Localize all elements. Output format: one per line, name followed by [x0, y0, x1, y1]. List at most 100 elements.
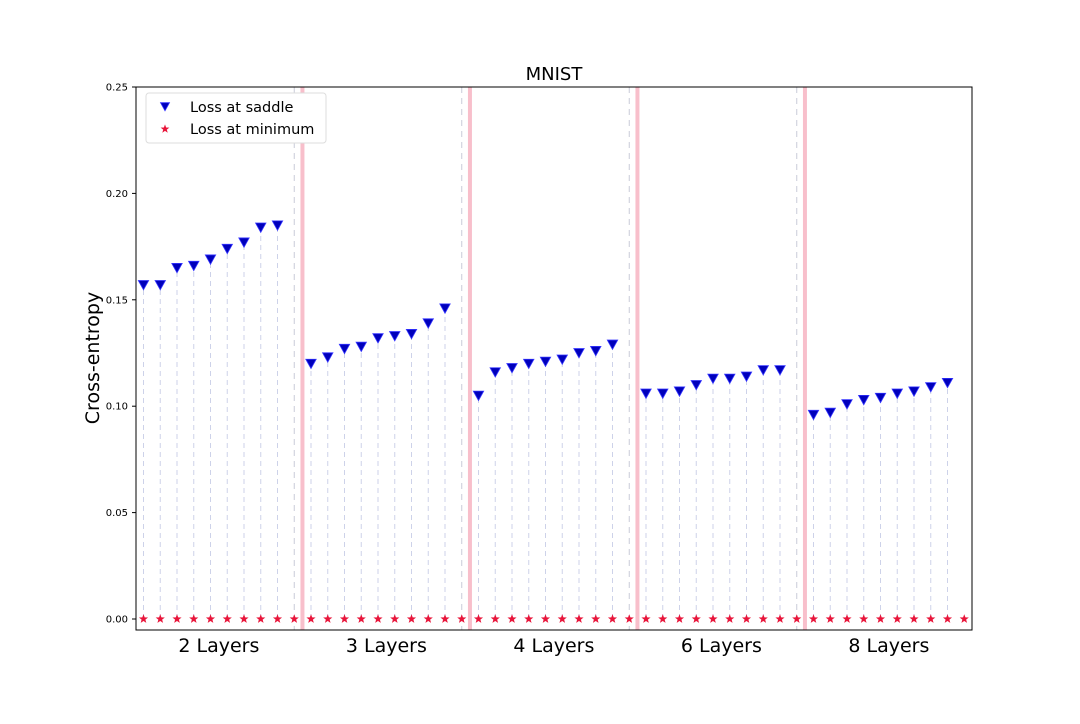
- legend-saddle-marker: [159, 102, 171, 112]
- minimum-point: [540, 614, 551, 623]
- minimum-point: [875, 614, 886, 623]
- saddle-point: [656, 388, 669, 400]
- saddle-point: [723, 373, 736, 385]
- legend-minimum-label: Loss at minimum: [190, 122, 314, 138]
- saddle-point: [221, 243, 234, 255]
- minimum-point: [775, 614, 785, 623]
- minimum-point: [859, 614, 869, 623]
- saddle-point: [522, 358, 535, 370]
- minimum-point: [959, 614, 969, 623]
- minimum-point: [792, 614, 802, 623]
- minimum-point: [892, 614, 902, 623]
- minimum-point: [507, 614, 517, 623]
- saddle-point: [874, 392, 887, 404]
- saddle-point: [137, 280, 150, 291]
- saddle-point: [757, 365, 770, 376]
- saddle-point: [606, 339, 619, 351]
- saddle-point: [573, 348, 585, 359]
- minimum-point: [842, 614, 852, 623]
- minimum-point: [808, 614, 819, 623]
- saddle-point: [439, 303, 451, 315]
- minimum-point: [256, 614, 266, 623]
- y-tick-label: 0.25: [106, 83, 128, 94]
- saddle-point: [154, 280, 167, 291]
- legend-saddle-label: Loss at saddle: [190, 100, 293, 116]
- minimum-point: [423, 614, 433, 623]
- minimum-point: [758, 614, 768, 623]
- minimum-point: [138, 614, 149, 623]
- minimum-point: [674, 614, 685, 623]
- x-group-label: 8 Layers: [848, 635, 929, 657]
- minimum-point: [691, 614, 701, 623]
- saddle-point: [238, 237, 250, 249]
- minimum-point: [440, 614, 450, 623]
- saddle-point: [405, 329, 418, 340]
- saddle-point: [171, 263, 183, 274]
- saddle-point: [388, 331, 401, 342]
- minimum-point: [306, 614, 316, 623]
- minimum-point: [658, 614, 668, 623]
- saddle-point: [891, 388, 904, 400]
- minimum-point: [490, 614, 500, 623]
- chart-title: MNIST: [526, 64, 584, 85]
- saddle-point: [506, 363, 518, 374]
- x-group-label: 3 Layers: [346, 635, 427, 657]
- minimum-point: [725, 614, 735, 623]
- saddle-point: [857, 394, 870, 406]
- y-tick-label: 0.15: [106, 295, 128, 306]
- saddle-point: [841, 399, 853, 410]
- saddle-point: [305, 358, 317, 370]
- minimum-point: [574, 614, 584, 623]
- plot-area: 2 Layers 3 Layers 4 Layers 6 Layers 8 Layers…: [106, 83, 973, 657]
- saddle-point: [187, 260, 200, 272]
- saddle-point: [472, 390, 485, 402]
- saddle-point: [539, 356, 552, 368]
- saddle-point: [321, 352, 334, 364]
- minimum-point: [457, 614, 467, 623]
- minimum-point: [909, 614, 919, 623]
- minimum-point: [239, 614, 249, 623]
- minimum-point: [323, 614, 333, 623]
- saddle-point: [740, 371, 753, 383]
- saddle-point: [204, 254, 217, 266]
- saddle-point: [422, 318, 435, 329]
- minimum-point: [524, 614, 534, 623]
- minimum-point: [390, 614, 400, 623]
- legend: Loss at saddle Loss at minimum: [145, 92, 327, 144]
- minimum-point: [591, 614, 601, 623]
- minimum-point: [557, 614, 567, 623]
- saddle-point: [640, 388, 652, 400]
- y-axis-label: Cross-entropy: [82, 292, 104, 424]
- minimum-point: [641, 614, 651, 623]
- minimum-point: [473, 614, 484, 623]
- saddle-point: [807, 409, 820, 421]
- minimum-point: [624, 614, 634, 623]
- minimum-point: [825, 614, 835, 623]
- minimum-point: [373, 614, 383, 623]
- minimum-point: [607, 614, 618, 623]
- plot-frame: [135, 86, 973, 631]
- saddle-point: [372, 333, 384, 344]
- saddle-point: [338, 343, 351, 355]
- saddle-point: [589, 346, 602, 357]
- x-group-label: 4 Layers: [513, 635, 594, 657]
- minimum-point: [222, 614, 232, 623]
- saddle-point: [824, 407, 837, 419]
- minimum-point: [356, 614, 366, 623]
- y-tick-label: 0.20: [106, 189, 128, 200]
- minimum-point: [289, 614, 299, 623]
- saddle-point: [271, 220, 284, 232]
- saddle-point: [355, 341, 368, 353]
- x-group-label: 2 Layers: [178, 635, 259, 657]
- plot-background: [136, 87, 972, 630]
- saddle-point: [673, 386, 686, 398]
- saddle-point: [690, 380, 703, 391]
- minimum-point: [155, 614, 165, 623]
- minimum-point: [189, 614, 199, 623]
- minimum-point: [942, 614, 953, 623]
- saddle-point: [489, 367, 502, 378]
- saddle-point: [254, 222, 267, 234]
- saddle-point: [774, 365, 786, 376]
